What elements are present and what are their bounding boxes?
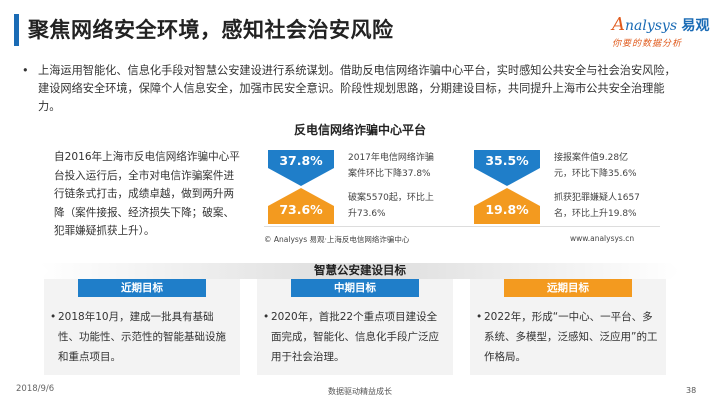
bullet-icon: • (263, 311, 270, 323)
stat-value: 73.6% (279, 202, 323, 217)
goal-label: 中期目标 (291, 279, 419, 297)
goal-text-wrap: • 2018年10月，建成一批具有基础性、功能性、示范性的智能基础设施和重点项目… (50, 307, 234, 367)
arrow-up-icon (268, 188, 334, 224)
stat-value: 37.8% (279, 153, 323, 168)
platform-description: 自2016年上海市反电信网络诈骗中心平台投入运行后，全市对电信诈骗案件进行链条式… (54, 151, 240, 238)
title-accent-bar (14, 14, 19, 46)
goals-banner (40, 263, 680, 279)
footer-date: 2018/9/6 (16, 384, 55, 394)
stat-up-arrow-1: 73.6% (268, 188, 334, 224)
bullet-icon: • (476, 311, 483, 323)
banner-arrow-shape (40, 263, 680, 279)
logo-text: nalysys (625, 18, 678, 34)
stat-value: 19.8% (485, 202, 529, 217)
bullet-icon: • (22, 64, 29, 77)
intro-text: 上海运用智能化、信息化手段对智慧公安建设进行系统谋划。借助反电信网络诈骗中心平台… (38, 64, 676, 113)
goal-text: 2022年，形成“一中心、一平台、多系统、多模型，泛感知、泛应用”的工作格局。 (484, 311, 658, 363)
logo-cn: 易观 (681, 18, 710, 34)
analysys-logo: Analysys 易观 你要的数据分析 (612, 14, 712, 50)
stat-up-arrow-2: 19.8% (474, 188, 540, 224)
source-url: www.analysys.cn (570, 234, 635, 243)
goal-card-mid: 中期目标 • 2020年，首批22个重点项目建设全面完成，智能化、信息化手段广泛… (257, 279, 453, 375)
goal-text: 2020年，首批22个重点项目建设全面完成，智能化、信息化手段广泛应用于社会治理… (271, 311, 439, 363)
page-number: 38 (686, 386, 697, 395)
logo-initial: A (612, 14, 625, 35)
goal-text: 2018年10月，建成一批具有基础性、功能性、示范性的智能基础设施和重点项目。 (58, 311, 226, 363)
stat-down-arrow-2: 35.5% (474, 150, 540, 186)
platform-title: 反电信网络诈骗中心平台 (293, 123, 426, 137)
logo-slogan: 你要的数据分析 (612, 39, 683, 49)
arrow-up-icon (474, 188, 540, 224)
arrow-down-icon (474, 150, 540, 186)
goal-label: 远期目标 (504, 279, 632, 297)
stat-value: 35.5% (485, 153, 529, 168)
divider (264, 226, 660, 227)
intro-paragraph: • 上海运用智能化、信息化手段对智慧公安建设进行系统谋划。借助反电信网络诈骗中心… (22, 62, 678, 116)
goal-label: 近期目标 (78, 279, 206, 297)
arrow-down-icon (268, 150, 334, 186)
goal-text-wrap: • 2020年，首批22个重点项目建设全面完成，智能化、信息化手段广泛应用于社会… (263, 307, 447, 367)
page-title: 聚焦网络安全环境，感知社会治安风险 (28, 18, 394, 42)
stat-text: 2017年电信网络诈骗案件环比下降37.8% (348, 153, 434, 179)
footer-slogan: 数据驱动精益成长 (328, 387, 392, 396)
goal-text-wrap: • 2022年，形成“一中心、一平台、多系统、多模型，泛感知、泛应用”的工作格局… (476, 307, 660, 367)
goals-title: 智慧公安建设目标 (314, 263, 406, 277)
stat-text: 破案5570起，环比上升73.6% (348, 193, 434, 219)
stat-text: 抓获犯罪嫌疑人1657名，环比上升19.8% (554, 193, 640, 219)
source-note: © Analysys 易观·上海反电信网络诈骗中心 (264, 235, 410, 244)
goal-card-near: 近期目标 • 2018年10月，建成一批具有基础性、功能性、示范性的智能基础设施… (44, 279, 240, 375)
stat-text: 接报案件值9.28亿元，环比下降35.6% (554, 153, 637, 179)
goal-card-far: 远期目标 • 2022年，形成“一中心、一平台、多系统、多模型，泛感知、泛应用”… (470, 279, 666, 375)
bullet-icon: • (50, 311, 57, 323)
stat-down-arrow-1: 37.8% (268, 150, 334, 186)
